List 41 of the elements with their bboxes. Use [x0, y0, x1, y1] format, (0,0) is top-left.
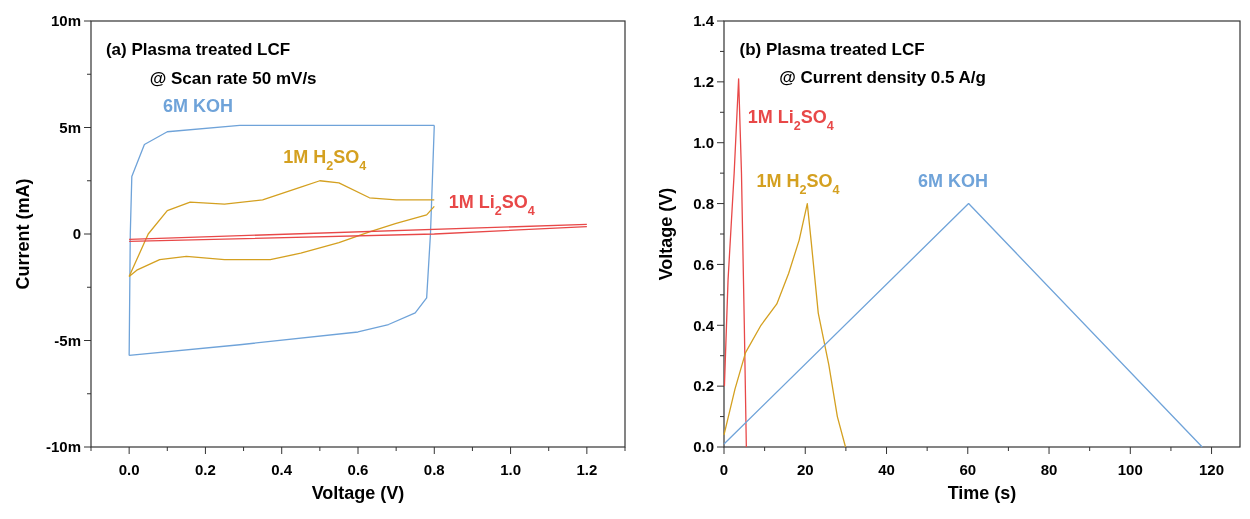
x-tick-label: 1.2 — [576, 461, 598, 478]
y-tick-label: 1.2 — [693, 73, 714, 91]
y-tick-label: 10m — [50, 12, 81, 30]
y-tick-label: 0.6 — [693, 255, 714, 273]
text: (b) Plasma treated LCF — [739, 39, 925, 59]
x-tick-label: 100 — [1117, 461, 1143, 478]
series-label: 6M KOH — [918, 171, 989, 192]
y-tick-label: 0.2 — [693, 377, 714, 395]
text: 6M KOH — [163, 95, 234, 116]
x-tick-label: 120 — [1199, 461, 1225, 478]
x-tick-label: 60 — [959, 461, 977, 478]
y-tick-label: 0 — [72, 225, 81, 243]
x-tick-label: 20 — [796, 461, 814, 478]
x-tick-label: 0.2 — [195, 461, 216, 478]
series-label: 1M H$_{2}$SO$_{4}$ — [756, 171, 840, 198]
text: (a) Plasma treated LCF — [105, 39, 291, 59]
x-tick-label: 0.6 — [347, 461, 369, 478]
y-tick-label: 5m — [59, 118, 81, 136]
x-tick-label: 40 — [878, 461, 895, 478]
x-axis-title: Voltage (V) — [311, 483, 405, 503]
series-label: 1M H$_{2}$SO$_{4}$ — [283, 146, 367, 173]
y-tick-label: 1.4 — [693, 12, 715, 30]
text: @ Current density 0.5 A/g — [779, 67, 986, 87]
series-label: 1M Li$_{2}$SO$_{4}$ — [747, 107, 834, 134]
x-tick-label: 0 — [719, 461, 729, 478]
x-axis-title: Time (s) — [947, 483, 1017, 503]
y-tick-label: 1.0 — [693, 133, 714, 151]
y-axis-title: Current (mA) — [13, 178, 33, 290]
x-tick-label: 80 — [1040, 461, 1058, 478]
series-label: 1M Li$_{2}$SO$_{4}$ — [448, 192, 535, 219]
x-tick-label: 1.0 — [500, 461, 521, 478]
x-tick-label: 0.8 — [423, 461, 445, 478]
y-tick-label: 0.8 — [693, 194, 714, 212]
x-tick-label: 0.0 — [118, 461, 140, 478]
y-tick-label: 0.0 — [693, 438, 714, 456]
text: @ Scan rate 50 mV/s — [149, 69, 317, 89]
x-tick-label: 0.4 — [271, 461, 293, 478]
y-tick-label: -10m — [45, 438, 81, 456]
y-tick-label: 0.4 — [693, 316, 715, 334]
y-axis-title: Voltage (V) — [656, 187, 676, 281]
y-tick-label: -5m — [54, 331, 81, 349]
